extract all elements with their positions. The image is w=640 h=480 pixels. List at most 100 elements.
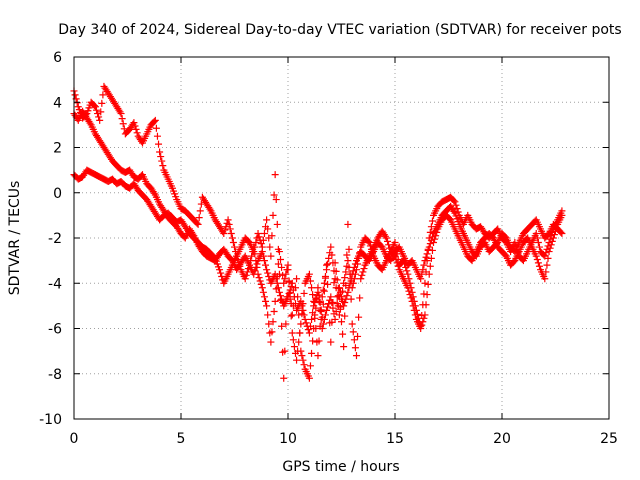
data-point: [275, 248, 283, 256]
data-point: [156, 148, 164, 156]
data-point: [351, 344, 359, 352]
x-tick-labels: 0 5 10 15 20 25: [70, 431, 618, 447]
data-point: [327, 338, 335, 346]
data-point: [153, 132, 161, 140]
data-point: [298, 352, 306, 360]
data-point: [364, 237, 372, 245]
data-point: [553, 224, 561, 232]
data-point: [206, 205, 214, 213]
data-point: [557, 228, 565, 236]
data-point: [259, 252, 267, 260]
data-point: [272, 196, 280, 204]
data-point: [426, 262, 434, 270]
data-points: [70, 82, 566, 382]
data-point: [535, 243, 543, 251]
data-point: [257, 280, 265, 288]
data-point: [133, 129, 141, 137]
data-point: [317, 308, 325, 316]
data-point: [290, 293, 298, 301]
data-point: [263, 216, 271, 224]
data-point: [297, 320, 305, 328]
data-point: [241, 275, 249, 283]
data-point: [280, 374, 288, 382]
data-point: [277, 292, 285, 300]
data-point: [259, 288, 267, 296]
data-point: [313, 292, 321, 300]
data-point: [158, 157, 166, 165]
data-point: [410, 306, 418, 314]
data-point: [306, 322, 314, 330]
data-point: [225, 220, 233, 228]
data-point: [422, 301, 430, 309]
data-point: [309, 337, 317, 345]
data-point: [419, 318, 427, 326]
data-point: [308, 284, 316, 292]
data-point: [260, 229, 268, 237]
data-point: [431, 235, 439, 243]
data-point: [150, 189, 158, 197]
data-point: [258, 284, 266, 292]
data-point: [420, 261, 428, 269]
chart-title: Day 340 of 2024, Sidereal Day-to-day VTE…: [58, 22, 621, 38]
data-point: [420, 314, 428, 322]
data-point: [299, 300, 307, 308]
data-point: [277, 255, 285, 263]
data-point: [423, 250, 431, 258]
data-point: [336, 303, 344, 311]
data-point: [324, 303, 332, 311]
data-point: [417, 325, 425, 332]
data-point: [273, 220, 281, 228]
y-axis-label: SDTVAR / TECUs: [7, 181, 23, 296]
data-point: [348, 284, 356, 292]
data-point: [118, 115, 126, 123]
data-point: [534, 259, 542, 267]
data-point: [423, 291, 431, 299]
data-point: [305, 374, 313, 382]
data-point: [534, 239, 542, 247]
data-point: [417, 275, 425, 283]
data-point: [271, 171, 279, 179]
data-point: [288, 329, 296, 337]
data-point: [233, 252, 241, 260]
x-tick-label: 0: [70, 431, 79, 447]
data-point: [269, 318, 277, 326]
data-point: [419, 266, 427, 274]
data-point: [300, 289, 308, 297]
data-point: [344, 257, 352, 265]
series-track-middle: [70, 107, 566, 337]
data-point: [275, 288, 283, 296]
data-point: [433, 228, 441, 236]
data-point: [299, 356, 307, 364]
data-point: [323, 266, 331, 274]
data-point: [406, 291, 414, 299]
data-point: [312, 325, 320, 332]
data-point: [283, 266, 291, 274]
data-point: [278, 263, 286, 271]
data-point: [226, 225, 234, 233]
data-point: [231, 243, 238, 251]
data-point: [132, 125, 140, 133]
data-point: [256, 277, 264, 285]
data-point: [260, 257, 268, 265]
data-point: [310, 297, 318, 305]
data-point: [323, 306, 331, 314]
data-point: [95, 113, 103, 121]
data-point: [404, 270, 412, 278]
data-point: [345, 263, 353, 271]
data-point: [308, 349, 316, 357]
data-point: [293, 356, 301, 364]
data-point: [344, 288, 352, 296]
data-point: [287, 312, 295, 320]
data-point: [422, 253, 430, 261]
data-point: [341, 298, 349, 306]
data-point: [321, 311, 329, 319]
data-point: [314, 288, 322, 296]
data-point: [262, 297, 270, 305]
data-point: [335, 311, 343, 319]
data-point: [394, 262, 402, 270]
data-point: [151, 116, 159, 124]
data-point: [333, 293, 341, 301]
data-point: [210, 253, 218, 261]
data-point: [254, 229, 262, 237]
data-point: [274, 260, 282, 268]
